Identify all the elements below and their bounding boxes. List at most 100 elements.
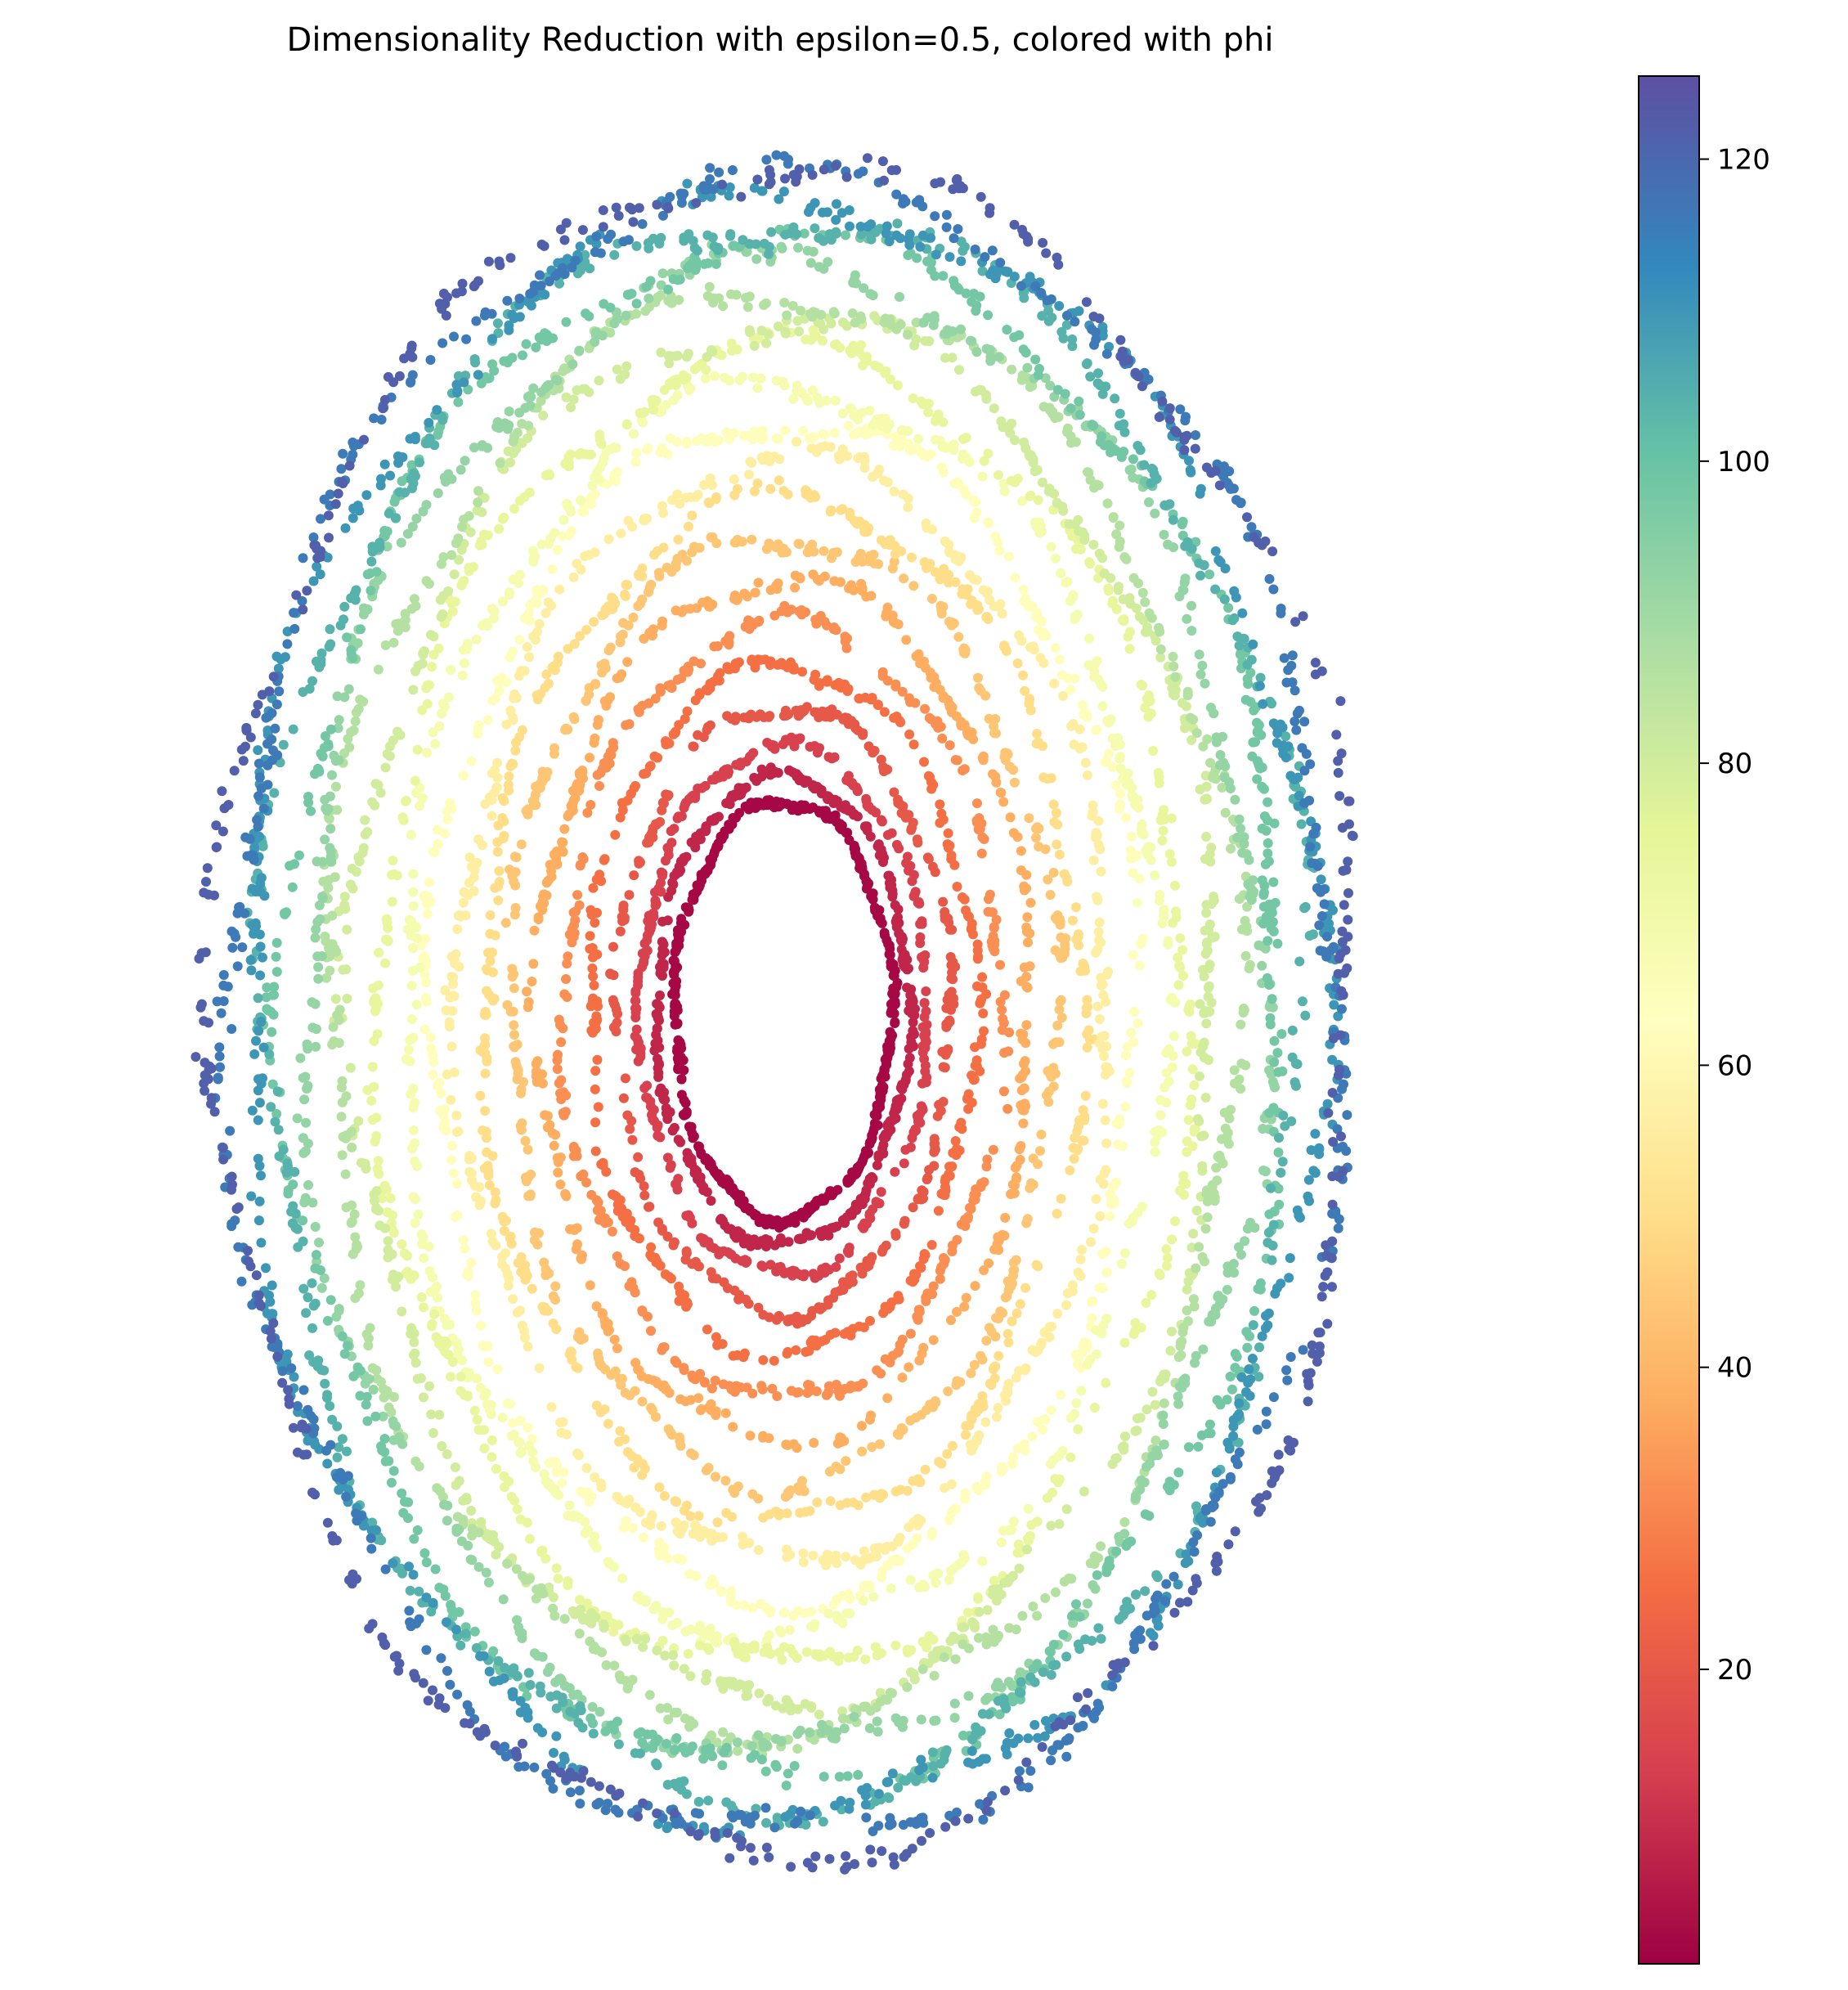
scatter-point bbox=[801, 1347, 810, 1357]
scatter-point bbox=[709, 815, 719, 824]
scatter-point bbox=[905, 991, 915, 1000]
scatter-point bbox=[1171, 906, 1181, 916]
scatter-point bbox=[800, 778, 810, 788]
scatter-point bbox=[528, 959, 538, 968]
scatter-point bbox=[1071, 935, 1081, 945]
scatter-point bbox=[342, 925, 352, 935]
scatter-point bbox=[646, 1326, 656, 1336]
scatter-point bbox=[467, 757, 477, 766]
scatter-point bbox=[527, 977, 537, 986]
scatter-point bbox=[898, 1372, 908, 1382]
scatter-point bbox=[721, 798, 731, 808]
scatter-point bbox=[627, 1135, 637, 1145]
scatter-point bbox=[766, 1649, 776, 1659]
scatter-point bbox=[630, 995, 640, 1005]
scatter-point bbox=[930, 1134, 940, 1143]
scatter-point bbox=[1092, 1194, 1101, 1204]
scatter-point bbox=[872, 1651, 882, 1660]
scatter-point bbox=[448, 973, 458, 982]
scatter-point bbox=[1026, 1520, 1036, 1530]
scatter-point bbox=[684, 1570, 694, 1579]
scatter-point bbox=[485, 929, 495, 939]
scatter-point bbox=[657, 617, 667, 627]
scatter-point bbox=[1182, 1136, 1192, 1146]
scatter-point bbox=[883, 676, 893, 685]
scatter-point bbox=[859, 1224, 868, 1233]
scatter-point bbox=[563, 951, 572, 961]
scatter-point bbox=[445, 1320, 455, 1330]
scatter-point bbox=[732, 595, 742, 605]
scatter-point bbox=[1052, 1309, 1062, 1318]
scatter-point bbox=[879, 476, 889, 486]
scatter-point bbox=[774, 475, 784, 485]
scatter-point bbox=[1041, 844, 1051, 854]
scatter-point bbox=[1167, 857, 1177, 867]
scatter-point bbox=[796, 802, 806, 812]
scatter-point bbox=[421, 993, 431, 1003]
scatter-point bbox=[783, 490, 793, 500]
scatter-point bbox=[1133, 1018, 1143, 1028]
scatter-point bbox=[977, 973, 987, 982]
scatter-point bbox=[822, 621, 832, 631]
scatter-point bbox=[428, 1273, 437, 1282]
scatter-point bbox=[701, 374, 711, 384]
scatter-point bbox=[700, 1155, 710, 1165]
scatter-point bbox=[1034, 824, 1044, 833]
scatter-point bbox=[434, 644, 444, 654]
scatter-point bbox=[920, 950, 930, 960]
scatter-point bbox=[666, 1107, 675, 1117]
scatter-point bbox=[924, 854, 934, 864]
scatter-point bbox=[523, 1342, 533, 1352]
scatter-point bbox=[1045, 1323, 1055, 1332]
scatter-point bbox=[1081, 758, 1091, 768]
scatter-point bbox=[835, 819, 845, 829]
scatter-point bbox=[621, 362, 631, 371]
scatter-point bbox=[1016, 846, 1026, 856]
scatter-point bbox=[887, 829, 897, 838]
scatter-point bbox=[636, 1595, 646, 1605]
scatter-point bbox=[665, 379, 675, 389]
scatter-point bbox=[918, 1579, 928, 1589]
scatter-point bbox=[744, 805, 754, 815]
scatter-point bbox=[571, 1511, 581, 1521]
scatter-point bbox=[792, 1443, 802, 1453]
scatter-point bbox=[1092, 656, 1102, 666]
scatter-point bbox=[429, 1309, 439, 1319]
scatter-point bbox=[556, 1152, 566, 1162]
scatter-point bbox=[1158, 919, 1168, 928]
scatter-point bbox=[844, 583, 854, 593]
scatter-point bbox=[589, 617, 599, 627]
scatter-point bbox=[433, 1081, 442, 1091]
scatter-point bbox=[1178, 971, 1188, 981]
scatter-point bbox=[775, 1625, 785, 1635]
scatter-point bbox=[923, 1173, 933, 1183]
scatter-point bbox=[801, 335, 810, 344]
scatter-point bbox=[972, 605, 982, 615]
scatter-point bbox=[491, 1550, 501, 1560]
scatter-point bbox=[937, 734, 947, 743]
scatter-point bbox=[855, 1197, 865, 1207]
scatter-point bbox=[876, 1089, 886, 1098]
scatter-point bbox=[877, 845, 886, 855]
scatter-point bbox=[428, 1070, 437, 1080]
scatter-point bbox=[780, 380, 790, 390]
scatter-point bbox=[426, 1033, 436, 1043]
scatter-point bbox=[676, 1441, 686, 1451]
scatter-point bbox=[939, 564, 949, 574]
scatter-point bbox=[709, 641, 719, 651]
scatter-point bbox=[486, 910, 496, 920]
scatter-point bbox=[410, 1098, 419, 1107]
scatter-point bbox=[761, 1241, 771, 1251]
scatter-points bbox=[191, 150, 1357, 1875]
scatter-point bbox=[748, 372, 758, 382]
scatter-point bbox=[906, 1032, 916, 1042]
scatter-point bbox=[1091, 833, 1101, 842]
scatter-point bbox=[532, 1077, 542, 1087]
scatter-point bbox=[977, 1557, 987, 1566]
scatter-point bbox=[437, 612, 446, 622]
scatter-point bbox=[1090, 1403, 1100, 1413]
scatter-point bbox=[470, 1406, 480, 1416]
scatter-point bbox=[1066, 1413, 1076, 1423]
scatter-point bbox=[1013, 1548, 1023, 1558]
scatter-point bbox=[569, 1143, 579, 1153]
